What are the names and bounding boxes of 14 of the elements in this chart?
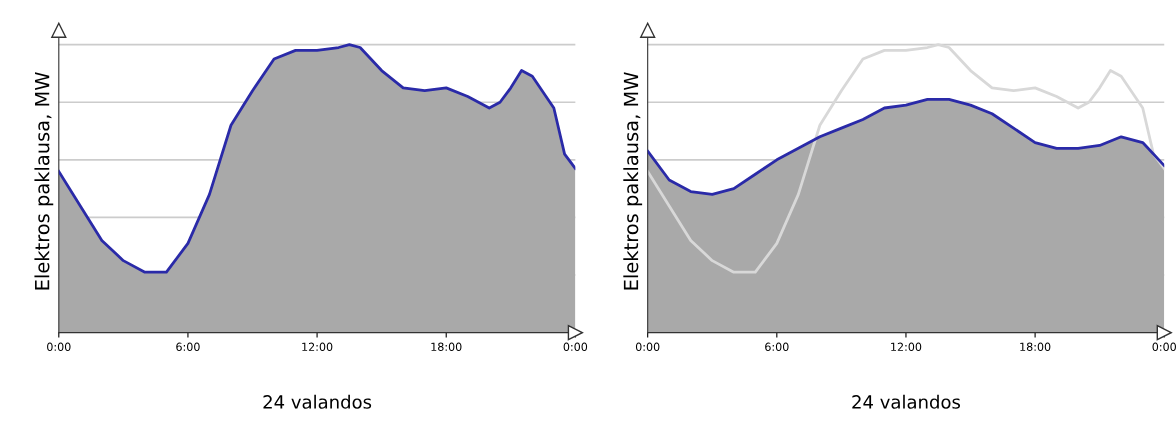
- x-tick-label: 18:00: [431, 342, 462, 351]
- x-tick-label: 12:00: [891, 342, 922, 351]
- x-axis-title: 24 valandos: [263, 394, 372, 409]
- x-tick-label: 0:00: [47, 342, 71, 351]
- y-axis-title: Elektros paklausa, MW: [34, 72, 54, 290]
- x-tick-label: 0:00: [635, 342, 660, 351]
- x-axis-title: 24 valandos: [852, 394, 961, 409]
- x-tick-label: 18:00: [1020, 342, 1051, 351]
- x-tick-label: 12:00: [302, 342, 333, 351]
- x-tick-label: 0:00: [1152, 342, 1176, 351]
- x-tick-label: 0:00: [563, 342, 588, 351]
- y-axis-title: Elektros paklausa, MW: [623, 72, 643, 290]
- x-tick-label: 6:00: [176, 342, 200, 351]
- x-tick-label: 6:00: [765, 342, 789, 351]
